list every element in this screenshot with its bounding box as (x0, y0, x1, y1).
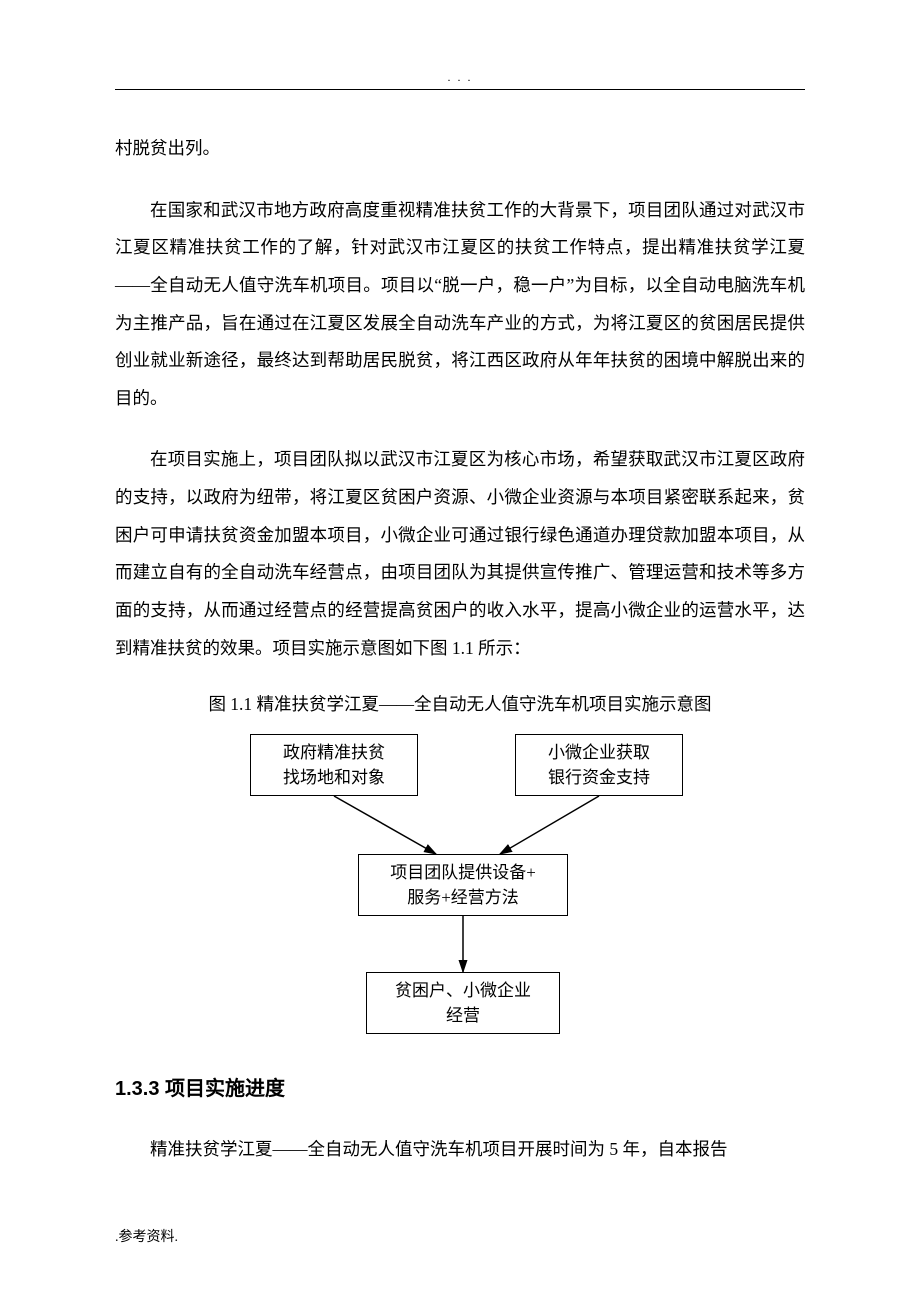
flowchart-node-n1: 政府精准扶贫找场地和对象 (250, 734, 418, 796)
flowchart: 政府精准扶贫找场地和对象 小微企业获取银行资金支持项目团队提供设备+服务+经营方法… (210, 734, 710, 1044)
figure-caption: 图 1.1 精准扶贫学江夏——全自动无人值守洗车机项目实施示意图 (115, 691, 805, 716)
paragraph-continuation: 村脱贫出列。 (115, 130, 805, 168)
flowchart-node-n2: 小微企业获取银行资金支持 (515, 734, 683, 796)
paragraph-2: 在项目实施上，项目团队拟以武汉市江夏区为核心市场，希望获取武汉市江夏区政府的支持… (115, 441, 805, 667)
footer-text: .参考资料. (115, 1226, 178, 1246)
header-rule (115, 89, 805, 90)
section-heading: 1.3.3 项目实施进度 (115, 1072, 805, 1101)
paragraph-1: 在国家和武汉市地方政府高度重视精准扶贫工作的大背景下，项目团队通过对武汉市江夏区… (115, 192, 805, 418)
flowchart-node-n4: 贫困户、小微企业经营 (366, 972, 560, 1034)
header-dots: . . . (115, 70, 805, 85)
page: . . . 村脱贫出列。 在国家和武汉市地方政府高度重视精准扶贫工作的大背景下，… (0, 0, 920, 1169)
paragraph-3: 精准扶贫学江夏——全自动无人值守洗车机项目开展时间为 5 年，自本报告 (115, 1131, 805, 1169)
flowchart-node-n3: 项目团队提供设备+服务+经营方法 (358, 854, 568, 916)
